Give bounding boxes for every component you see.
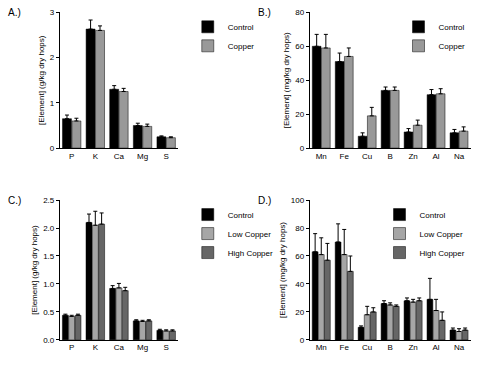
svg-text:1.5: 1.5: [43, 252, 55, 261]
svg-text:High Copper: High Copper: [228, 249, 273, 258]
svg-text:Cu: Cu: [362, 152, 372, 161]
svg-text:Fe: Fe: [340, 152, 350, 161]
svg-text:40: 40: [295, 280, 304, 289]
svg-text:Na: Na: [454, 152, 465, 161]
svg-text:1.0: 1.0: [43, 280, 55, 289]
svg-text:S: S: [163, 343, 168, 352]
svg-text:0.5: 0.5: [43, 308, 55, 317]
svg-text:[Element] (g/kg dry hops): [Element] (g/kg dry hops): [37, 35, 46, 125]
svg-text:Al: Al: [432, 343, 439, 352]
svg-text:C.): C.): [8, 195, 21, 206]
svg-text:S: S: [163, 152, 168, 161]
svg-text:Zn: Zn: [408, 343, 417, 352]
svg-text:P: P: [69, 152, 74, 161]
svg-text:0: 0: [50, 144, 55, 153]
svg-text:Control: Control: [228, 23, 254, 32]
svg-text:D.): D.): [258, 195, 271, 206]
svg-text:2: 2: [50, 53, 55, 62]
svg-text:[Element] (g/kg dry hops): [Element] (g/kg dry hops): [30, 225, 39, 315]
svg-text:40: 40: [295, 76, 304, 85]
svg-text:Mn: Mn: [316, 343, 327, 352]
svg-text:0: 0: [300, 144, 305, 153]
svg-text:2.0: 2.0: [43, 224, 55, 233]
svg-text:Control: Control: [420, 211, 446, 220]
svg-text:Al: Al: [432, 152, 439, 161]
svg-text:100: 100: [291, 196, 305, 205]
svg-text:B.): B.): [258, 7, 271, 18]
svg-text:Copper: Copper: [228, 42, 255, 51]
svg-text:[Element] (mg/kg dry hops): [Element] (mg/kg dry hops): [278, 222, 287, 318]
svg-text:Low Copper: Low Copper: [420, 230, 463, 239]
svg-text:K: K: [93, 152, 99, 161]
svg-text:20: 20: [295, 308, 304, 317]
svg-text:Ca: Ca: [114, 152, 125, 161]
svg-text:1: 1: [50, 99, 55, 108]
svg-text:Ca: Ca: [114, 343, 125, 352]
svg-text:B: B: [387, 152, 392, 161]
svg-text:Zn: Zn: [408, 152, 417, 161]
svg-text:80: 80: [295, 224, 304, 233]
svg-text:Mg: Mg: [137, 152, 148, 161]
svg-text:0.0: 0.0: [43, 336, 55, 345]
svg-text:0: 0: [300, 336, 305, 345]
svg-text:High Copper: High Copper: [420, 249, 465, 258]
svg-text:P: P: [69, 343, 74, 352]
svg-text:A.): A.): [8, 7, 21, 18]
svg-text:K: K: [93, 343, 99, 352]
svg-text:3: 3: [50, 8, 55, 17]
svg-text:20: 20: [295, 110, 304, 119]
svg-text:Mn: Mn: [316, 152, 327, 161]
svg-text:Low Copper: Low Copper: [228, 230, 271, 239]
svg-text:80: 80: [295, 8, 304, 17]
svg-text:60: 60: [295, 42, 304, 51]
svg-text:Cu: Cu: [362, 343, 372, 352]
svg-text:Copper: Copper: [439, 42, 466, 51]
svg-text:[Element] (mg/kg dry hops): [Element] (mg/kg dry hops): [282, 32, 291, 128]
svg-text:Control: Control: [439, 23, 465, 32]
svg-text:Fe: Fe: [340, 343, 350, 352]
svg-text:Mg: Mg: [137, 343, 148, 352]
svg-text:60: 60: [295, 252, 304, 261]
svg-text:2.5: 2.5: [43, 196, 55, 205]
svg-text:Control: Control: [228, 211, 254, 220]
svg-text:Na: Na: [454, 343, 465, 352]
svg-text:B: B: [387, 343, 392, 352]
